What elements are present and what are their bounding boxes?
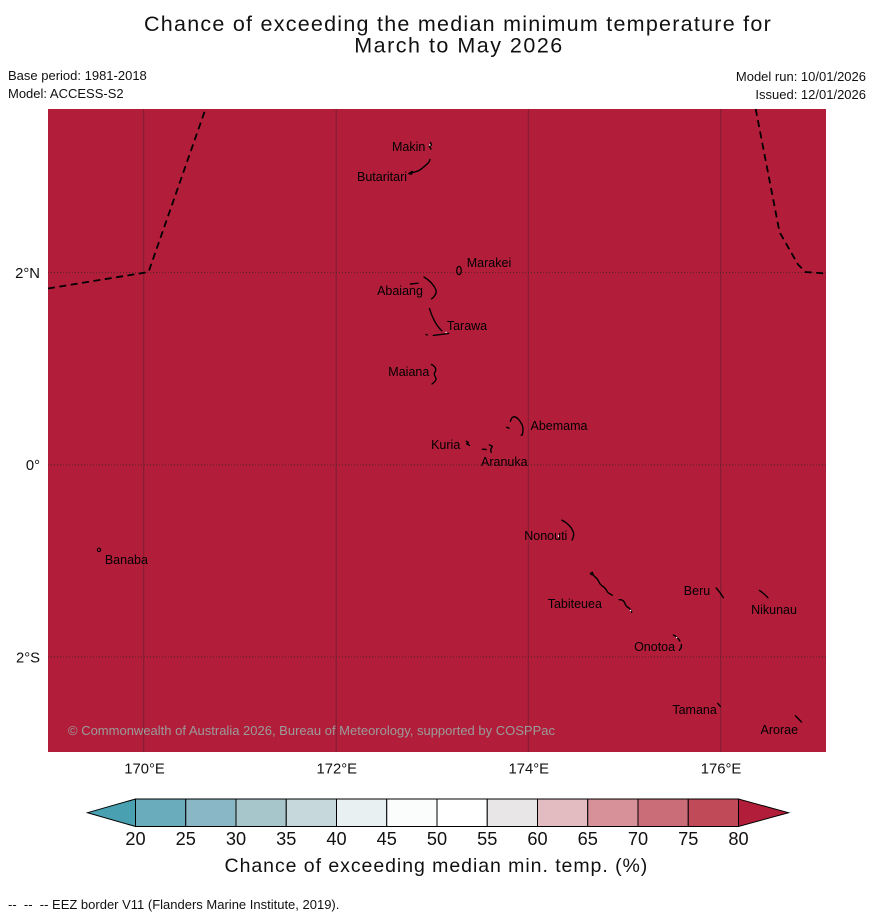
svg-text:Onotoa: Onotoa	[634, 640, 675, 654]
svg-text:Kuria: Kuria	[431, 438, 460, 452]
svg-text:March to May 2026: March to May 2026	[354, 34, 564, 58]
svg-text:60: 60	[527, 829, 547, 849]
svg-text:45: 45	[377, 829, 397, 849]
svg-text:Chance of exceeding the median: Chance of exceeding the median minimum t…	[144, 12, 772, 36]
svg-text:30: 30	[226, 829, 246, 849]
svg-text:Abemama: Abemama	[531, 419, 588, 433]
svg-text:© Commonwealth of Australia 20: © Commonwealth of Australia 2026, Bureau…	[68, 723, 555, 738]
svg-text:2°N: 2°N	[15, 266, 40, 282]
svg-text:174°E: 174°E	[509, 761, 550, 777]
svg-text:Model: ACCESS-S2: Model: ACCESS-S2	[8, 86, 124, 101]
svg-text:Chance of exceeding median min: Chance of exceeding median min. temp. (%…	[225, 855, 649, 877]
svg-text:170°E: 170°E	[124, 761, 165, 777]
svg-text:Arorae: Arorae	[761, 723, 799, 737]
svg-text:Maiana: Maiana	[388, 365, 429, 379]
svg-text:70: 70	[628, 829, 648, 849]
svg-text:65: 65	[578, 829, 598, 849]
svg-text:Makin: Makin	[392, 140, 425, 154]
svg-text:Model run: 10/01/2026: Model run: 10/01/2026	[736, 69, 866, 84]
svg-text:75: 75	[678, 829, 698, 849]
svg-text:Nikunau: Nikunau	[751, 603, 797, 617]
svg-text:35: 35	[276, 829, 296, 849]
svg-text:0°: 0°	[26, 458, 40, 474]
svg-text:Issued: 12/01/2026: Issued: 12/01/2026	[755, 87, 866, 102]
svg-text:176°E: 176°E	[701, 761, 742, 777]
svg-text:25: 25	[176, 829, 196, 849]
svg-text:Base period: 1981-2018: Base period: 1981-2018	[8, 68, 147, 83]
svg-text:Tabiteuea: Tabiteuea	[548, 597, 602, 611]
svg-text:Nonouti: Nonouti	[524, 529, 567, 543]
svg-text:40: 40	[326, 829, 346, 849]
svg-text:50: 50	[427, 829, 447, 849]
svg-text:80: 80	[728, 829, 748, 849]
svg-text:172°E: 172°E	[317, 761, 358, 777]
svg-text:Aranuka: Aranuka	[481, 455, 528, 469]
svg-text:Abaiang: Abaiang	[377, 284, 423, 298]
svg-text:2°S: 2°S	[16, 650, 40, 666]
svg-text:Butaritari: Butaritari	[357, 170, 407, 184]
svg-text:Banaba: Banaba	[105, 553, 148, 567]
svg-text:55: 55	[477, 829, 497, 849]
svg-text:Tamana: Tamana	[672, 703, 717, 717]
svg-text:Tarawa: Tarawa	[447, 319, 487, 333]
svg-text:20: 20	[125, 829, 145, 849]
svg-text:Beru: Beru	[684, 584, 710, 598]
svg-text:-- -- -- EEZ border V11 (Fla: -- -- -- EEZ border V11 (Flanders Marine…	[8, 897, 339, 912]
svg-text:Marakei: Marakei	[467, 256, 511, 270]
